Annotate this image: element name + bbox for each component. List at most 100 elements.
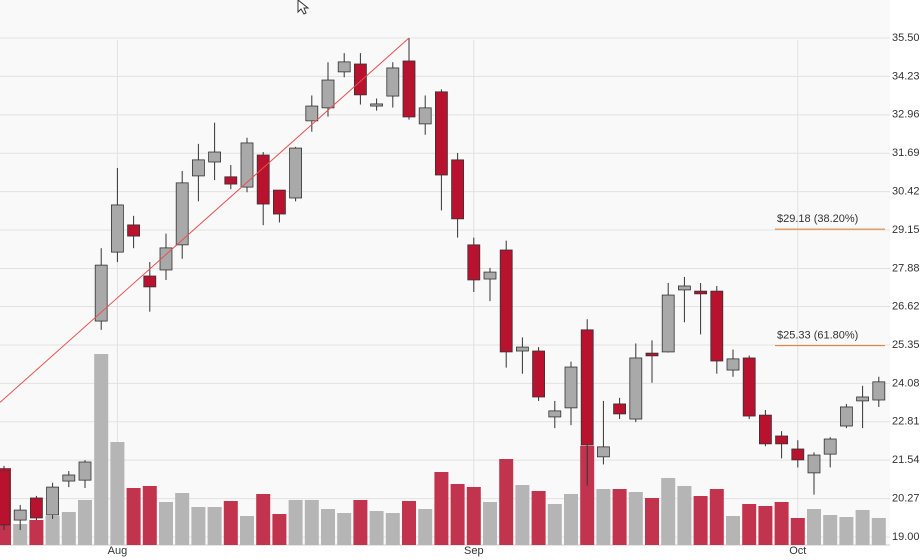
candle-body (94, 264, 108, 322)
candle-body (289, 147, 303, 199)
candle-body (726, 358, 740, 371)
volume-bar (337, 513, 352, 545)
candle-body (272, 189, 286, 215)
y-tick-label: 29.15 (892, 224, 920, 236)
candle-body (159, 247, 173, 271)
volume-bar (45, 516, 60, 545)
volume-bar (418, 509, 433, 545)
candle-body (224, 176, 238, 185)
candle-body (418, 107, 432, 125)
candle-body (694, 290, 707, 295)
candle-body (742, 357, 756, 417)
candle-body (370, 103, 384, 107)
candle-body (597, 446, 610, 458)
volume-bar (175, 493, 190, 545)
candle-body (759, 414, 772, 445)
candle-body (127, 224, 140, 237)
volume-bar (871, 518, 886, 545)
candle-body (386, 67, 400, 97)
y-tick-label: 20.27 (892, 492, 920, 504)
candle-body (856, 396, 869, 402)
volume-bar (110, 442, 125, 545)
candle-body (532, 350, 545, 398)
volume-bar (839, 517, 854, 545)
volume-bar (272, 514, 287, 545)
volume-bar (369, 511, 384, 545)
volume-bar (807, 509, 821, 545)
volume-bar (774, 502, 789, 545)
volume-bar (207, 507, 222, 545)
y-tick-label: 31.69 (892, 147, 920, 159)
volume-bar (78, 500, 92, 545)
volume-bar (661, 478, 676, 545)
volume-bar (709, 489, 724, 545)
candle-body (645, 352, 659, 357)
candle-body (823, 438, 837, 455)
volume-bar (304, 500, 319, 545)
volume-bar (353, 500, 368, 545)
candle-body (29, 497, 43, 519)
volume-bar (450, 484, 465, 545)
volume-bar (645, 498, 659, 545)
volume-bar (240, 516, 254, 545)
candle-body (353, 63, 367, 96)
volume-bar (547, 504, 562, 545)
candle-body (710, 290, 724, 362)
candle-body (240, 142, 254, 188)
volume-bar (499, 459, 514, 545)
volume-bar (13, 524, 28, 545)
y-tick-label: 25.35 (892, 339, 920, 351)
trend-line (0, 37, 410, 403)
candle-body (661, 294, 675, 353)
x-tick-label: Aug (108, 545, 128, 557)
volume-bar (126, 488, 141, 545)
volume-bar (726, 516, 740, 545)
volume-bar (29, 520, 44, 545)
candle-body (191, 159, 205, 177)
candle-body (451, 159, 465, 220)
volume-bar (402, 501, 416, 545)
volume-bar (223, 501, 238, 545)
candle-body (629, 357, 643, 420)
volume-bar (855, 510, 870, 545)
y-tick-label: 27.88 (892, 262, 920, 274)
candle-body (548, 410, 562, 418)
candle-body (678, 285, 691, 291)
volume-bar (596, 489, 611, 545)
candle-body (143, 275, 157, 288)
volume-bar (693, 496, 708, 545)
x-tick-label: Sep (464, 545, 484, 557)
candle-body (175, 182, 189, 246)
volume-bar (191, 507, 206, 545)
candle-body (775, 435, 788, 445)
candle-body (402, 60, 416, 118)
fib-label: $29.18 (38.20%) (777, 213, 858, 225)
candle-body (791, 448, 805, 461)
candle-body (467, 244, 481, 281)
candle-body (516, 346, 529, 352)
y-tick-label: 26.62 (892, 300, 920, 312)
y-tick-label: 30.42 (892, 186, 920, 198)
candle-body (580, 329, 594, 446)
volume-bar (564, 494, 578, 545)
volume-bar (288, 500, 303, 545)
volume-bar (61, 512, 76, 545)
candle-body (208, 151, 222, 163)
candle-body (13, 509, 27, 521)
volume-bar (159, 502, 173, 545)
candle-body (321, 79, 335, 109)
y-tick-label: 32.96 (892, 109, 920, 121)
candle-body (305, 105, 319, 122)
candle-body (564, 366, 578, 409)
volume-bar (515, 485, 530, 545)
volume-bar (677, 486, 692, 545)
y-tick-label: 35.50 (892, 32, 920, 44)
volume-bar (142, 486, 157, 545)
volume-bar (385, 513, 400, 545)
x-tick-label: Oct (789, 545, 806, 557)
fib-label: $25.33 (61.80%) (777, 329, 858, 341)
volume-bar (742, 504, 757, 545)
volume-bar (321, 509, 335, 545)
candle-body (0, 469, 11, 526)
